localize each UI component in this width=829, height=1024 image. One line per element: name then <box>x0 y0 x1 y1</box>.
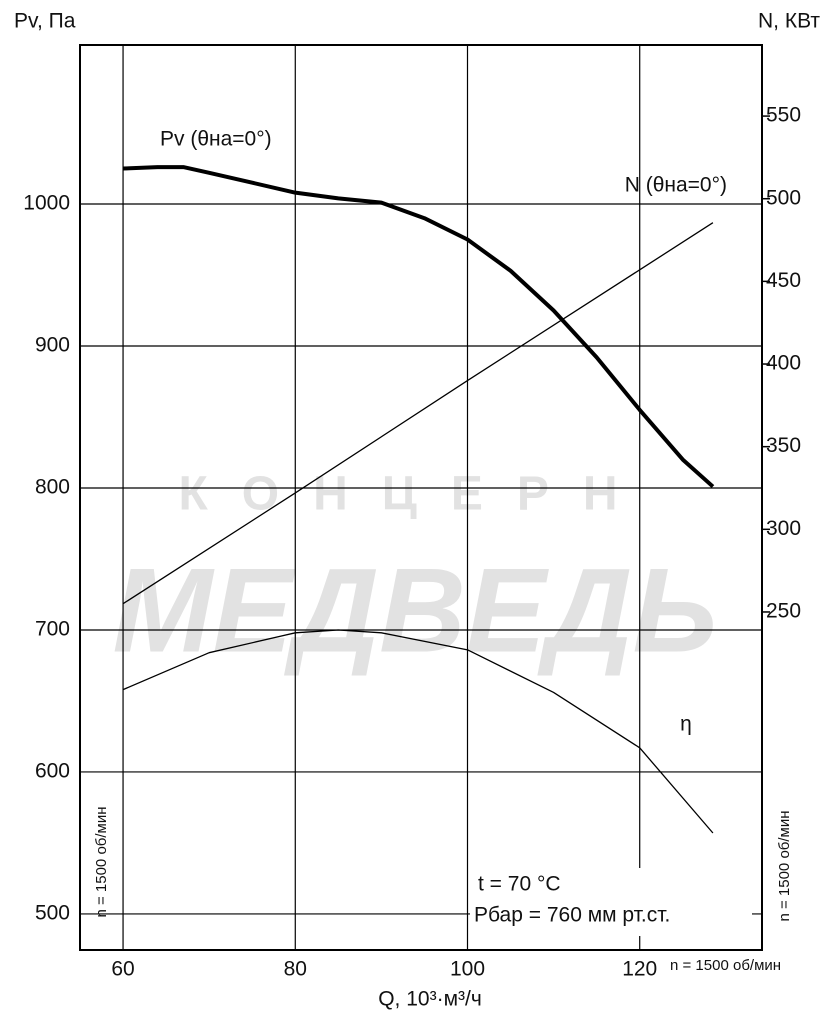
y2-tick-label: 300 <box>766 517 801 540</box>
y2-tick-label: 250 <box>766 600 801 623</box>
x-tick-label: 80 <box>284 958 307 981</box>
x-axis-label: Q, 10³·м³/ч <box>378 988 482 1011</box>
plot-frame <box>79 44 763 951</box>
y-tick-label: 800 <box>35 476 70 499</box>
x-tick-label: 60 <box>111 958 134 981</box>
series-line <box>122 629 714 834</box>
x-tick-label: 120 <box>622 958 657 981</box>
y-tick-label: 900 <box>35 334 70 357</box>
annotation: t = 70 °C <box>478 873 561 896</box>
y2-tick-label: 400 <box>766 352 801 375</box>
y2-tick-label: 550 <box>766 104 801 127</box>
annotation: n = 1500 об/мин <box>670 957 781 974</box>
series-line <box>122 222 714 605</box>
y-axis-label: Pv, Па <box>14 10 76 33</box>
watermark: КОНЦЕРН <box>178 468 651 521</box>
y-tick-label: 600 <box>35 760 70 783</box>
annotation: n = 1500 об/мин <box>93 806 110 917</box>
series-line <box>122 165 715 489</box>
series-label: η <box>680 713 692 736</box>
annotation-bg <box>470 868 752 936</box>
series-label: Pv (θна=0°) <box>160 128 272 151</box>
y2-tick-label: 500 <box>766 186 801 209</box>
x-tick-label: 100 <box>450 958 485 981</box>
watermark: МЕДВЕДЬ <box>113 544 718 678</box>
y2-tick-label: 450 <box>766 269 801 292</box>
series-label: N (θна=0°) <box>625 174 727 197</box>
y2-tick-label: 350 <box>766 434 801 457</box>
y-tick-label: 1000 <box>23 192 70 215</box>
y-tick-label: 700 <box>35 618 70 641</box>
y2-axis-label: N, КВт <box>758 10 820 33</box>
annotation: n = 1500 об/мин <box>776 810 793 921</box>
y-tick-label: 500 <box>35 901 70 924</box>
annotation: Pбар = 760 мм рт.ст. <box>474 904 670 927</box>
